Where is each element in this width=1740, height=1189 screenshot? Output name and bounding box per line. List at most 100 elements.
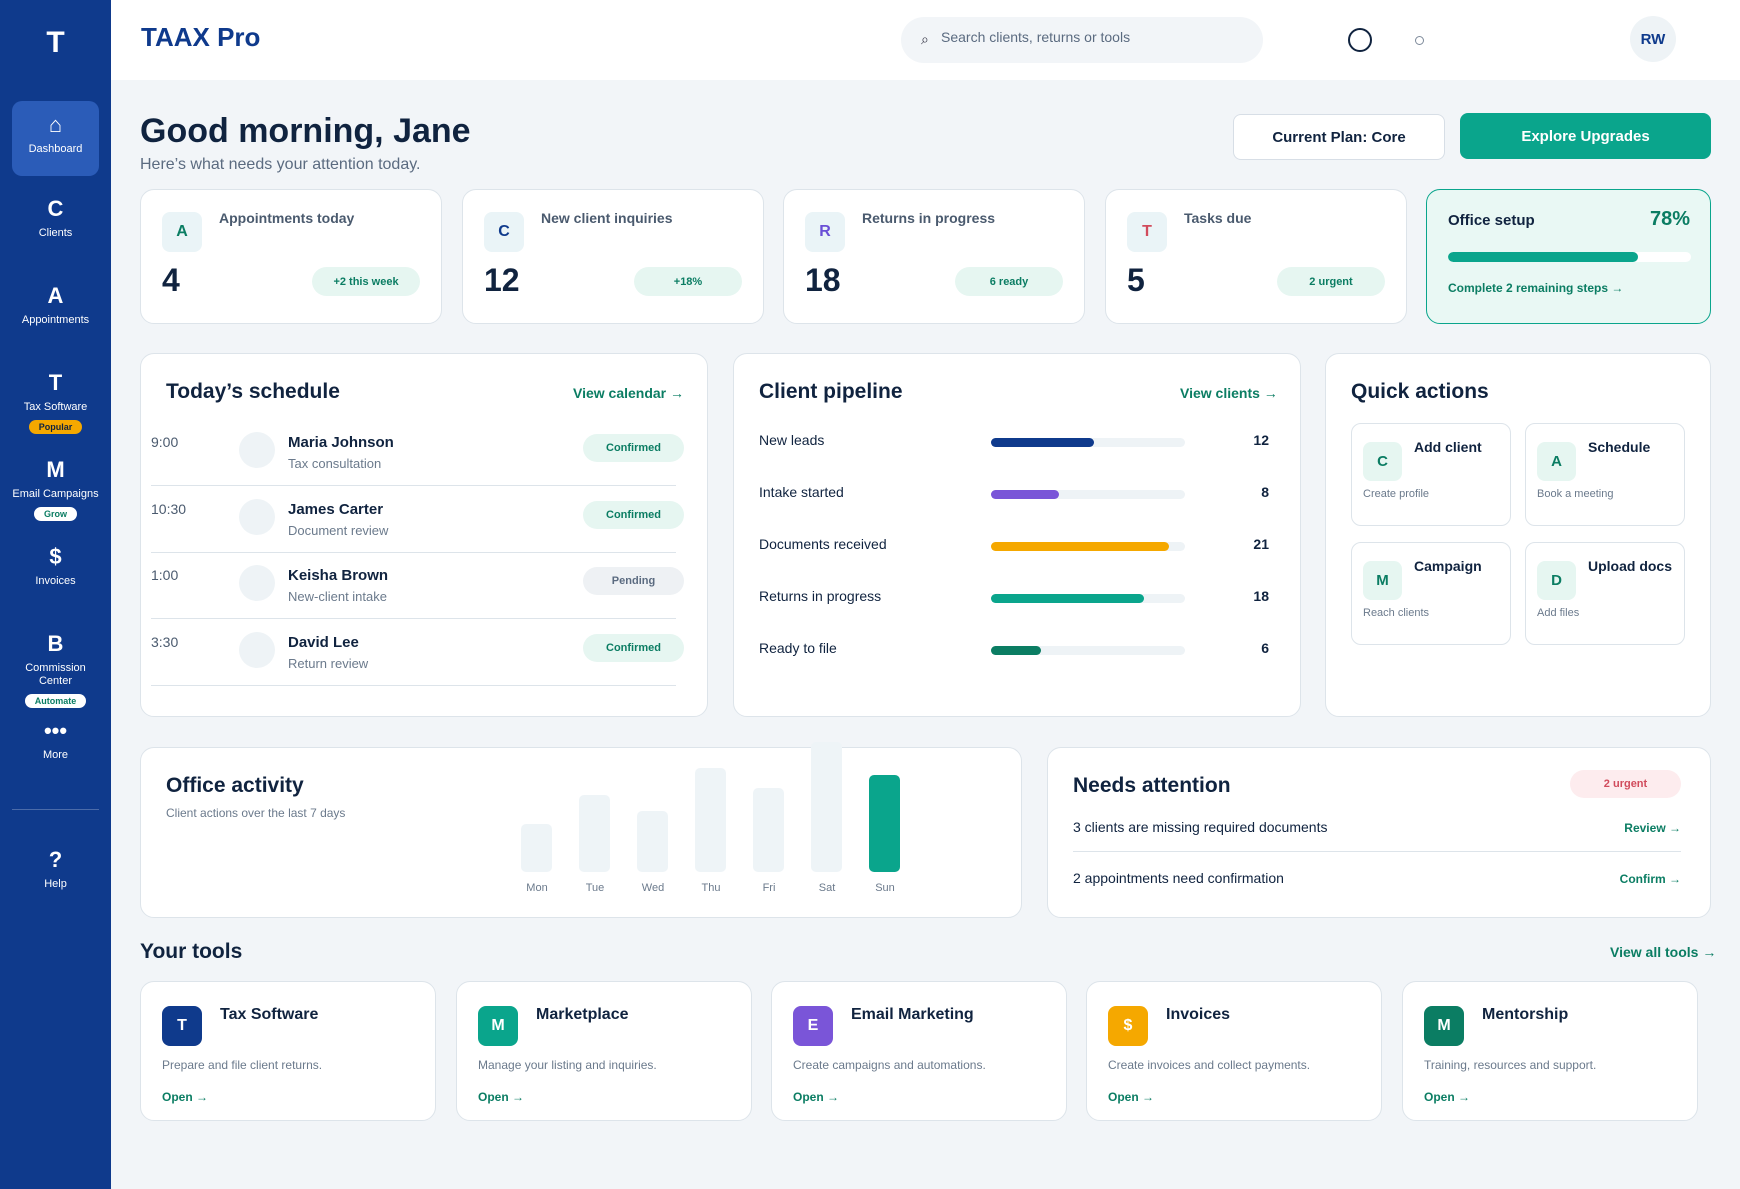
tool-description: Manage your listing and inquiries.	[478, 1058, 657, 1072]
mentorship-icon: M	[1424, 1006, 1464, 1046]
sidebar-item-email-campaigns[interactable]: M Email Campaigns Grow	[12, 458, 99, 522]
open-link[interactable]: Open →	[1108, 1090, 1155, 1104]
view-calendar-link[interactable]: View calendar →	[573, 385, 685, 401]
campaign-action[interactable]: M Campaign Reach clients	[1351, 542, 1511, 645]
tool-card-tax-software[interactable]: T Tax Software Prepare and file client r…	[140, 981, 436, 1121]
attention-text: 3 clients are missing required documents	[1073, 819, 1328, 835]
tool-card-marketplace[interactable]: M Marketplace Manage your listing and in…	[456, 981, 752, 1121]
review-link[interactable]: Review →	[1624, 821, 1681, 835]
sidebar-item-label: Clients	[38, 227, 73, 239]
pipeline-row[interactable]: Ready to file 6	[759, 640, 1269, 664]
tool-card-invoices[interactable]: $ Invoices Create invoices and collect p…	[1086, 981, 1382, 1121]
stat-card-inquiries[interactable]: C New client inquiries 12 +18%	[462, 189, 764, 324]
schedule-row[interactable]: 3:30 David Lee Return review Confirmed	[151, 620, 684, 686]
schedule-action[interactable]: A Schedule Book a meeting	[1525, 423, 1685, 526]
pipeline-row[interactable]: Returns in progress 18	[759, 588, 1269, 612]
add-client-action[interactable]: C Add client Create profile	[1351, 423, 1511, 526]
activity-day-label: Mon	[526, 882, 548, 894]
page-title: Good morning, Jane	[140, 112, 471, 150]
tool-description: Prepare and file client returns.	[162, 1058, 323, 1072]
activity-day-label: Fri	[762, 882, 776, 894]
avatar	[239, 432, 275, 468]
complete-steps-link[interactable]: Complete 2 remaining steps →	[1448, 281, 1624, 295]
open-link[interactable]: Open →	[1424, 1090, 1471, 1104]
pipeline-bar-fill	[991, 542, 1170, 551]
stat-card-tasks[interactable]: T Tasks due 5 2 urgent	[1105, 189, 1407, 324]
notification-icon[interactable]	[1348, 28, 1372, 52]
schedule-row[interactable]: 1:00 Keisha Brown New-client intake Pend…	[151, 553, 684, 619]
sidebar-item-invoices[interactable]: $ Invoices	[12, 545, 99, 588]
status-dot-icon[interactable]	[1415, 36, 1424, 45]
open-link[interactable]: Open →	[162, 1090, 209, 1104]
activity-day-label: Wed	[641, 882, 665, 894]
stat-card-appointments[interactable]: A Appointments today 4 +2 this week	[140, 189, 442, 324]
sidebar-item-clients[interactable]: C Clients	[12, 197, 99, 240]
sidebar-item-more[interactable]: ••• More	[12, 719, 99, 762]
sidebar-item-help[interactable]: ? Help	[12, 848, 99, 891]
pipeline-stage-label: Returns in progress	[759, 588, 882, 604]
open-link[interactable]: Open →	[478, 1090, 525, 1104]
sidebar-item-label: Invoices	[35, 575, 76, 587]
add-client-icon: C	[1363, 442, 1402, 481]
action-title: Schedule	[1588, 439, 1651, 455]
tax-software-icon: T	[48, 370, 63, 395]
attention-item: 3 clients are missing required documents…	[1073, 819, 1681, 865]
status-badge: Confirmed	[583, 434, 684, 462]
pipeline-count: 6	[1261, 640, 1269, 656]
sidebar-item-commission-center[interactable]: B Commission Center Automate	[12, 632, 99, 709]
urgent-badge: 2 urgent	[1570, 770, 1681, 798]
sidebar-item-dashboard[interactable]: ⌂ Dashboard	[12, 101, 99, 176]
sidebar-item-tax-software[interactable]: T Tax Software Popular	[12, 371, 99, 435]
pipeline-row[interactable]: Documents received 21	[759, 536, 1269, 560]
commission-icon: B	[47, 631, 64, 656]
tool-card-mentorship[interactable]: M Mentorship Training, resources and sup…	[1402, 981, 1698, 1121]
search-input[interactable]	[941, 29, 1241, 45]
sidebar-item-label: Tax Software	[23, 401, 88, 413]
office-setup-title: Office setup	[1448, 212, 1535, 229]
client-name: Maria Johnson	[288, 434, 394, 451]
current-plan-button[interactable]: Current Plan: Core	[1233, 114, 1445, 160]
stat-badge: 2 urgent	[1277, 267, 1385, 296]
action-description: Create profile	[1363, 488, 1430, 500]
status-badge: Confirmed	[583, 501, 684, 529]
stat-label: Tasks due	[1184, 210, 1252, 226]
confirm-link[interactable]: Confirm →	[1619, 872, 1681, 886]
appointment-type: Document review	[288, 523, 389, 538]
action-title: Upload docs	[1588, 558, 1673, 574]
divider	[1073, 851, 1681, 852]
avatar	[239, 632, 275, 668]
stat-value: 4	[162, 262, 180, 298]
stat-badge: +2 this week	[312, 267, 420, 296]
sidebar-item-appointments[interactable]: A Appointments	[12, 284, 99, 327]
schedule-row[interactable]: 9:00 Maria Johnson Tax consultation Conf…	[151, 420, 684, 486]
search-box[interactable]: ⌕	[901, 17, 1263, 63]
schedule-card: Today’s schedule View calendar → 9:00 Ma…	[140, 353, 708, 717]
upload-docs-action[interactable]: D Upload docs Add files	[1525, 542, 1685, 645]
stat-card-returns[interactable]: R Returns in progress 18 6 ready	[783, 189, 1085, 324]
sidebar-item-label: Email Campaigns	[12, 488, 99, 500]
explore-upgrades-button[interactable]: Explore Upgrades	[1460, 113, 1711, 159]
pipeline-row[interactable]: Intake started 8	[759, 484, 1269, 508]
pipeline-bar	[991, 490, 1185, 499]
pipeline-title: Client pipeline	[759, 380, 903, 403]
view-all-tools-link[interactable]: View all tools →	[1610, 944, 1717, 960]
schedule-row[interactable]: 10:30 James Carter Document review Confi…	[151, 487, 684, 553]
automate-badge: Automate	[24, 694, 87, 708]
pipeline-stage-label: Ready to file	[759, 640, 837, 656]
pipeline-stage-label: New leads	[759, 432, 825, 448]
pipeline-row[interactable]: New leads 12	[759, 432, 1269, 456]
view-clients-link[interactable]: View clients →	[1180, 385, 1278, 401]
pipeline-count: 8	[1261, 484, 1269, 500]
action-description: Reach clients	[1363, 607, 1430, 619]
avatar[interactable]: RW	[1630, 16, 1676, 62]
pipeline-count: 12	[1253, 432, 1269, 448]
stat-value: 12	[484, 262, 520, 298]
home-icon: ⌂	[48, 112, 63, 137]
grow-badge: Grow	[33, 507, 77, 521]
pipeline-bar-fill	[991, 490, 1059, 499]
tool-card-email-marketing[interactable]: E Email Marketing Create campaigns and a…	[771, 981, 1067, 1121]
office-setup-card[interactable]: Office setup 78% Complete 2 remaining st…	[1426, 189, 1711, 324]
open-link[interactable]: Open →	[793, 1090, 840, 1104]
sidebar: T ⌂ Dashboard C Clients A Appointments T…	[0, 0, 111, 1189]
pipeline-count: 18	[1253, 588, 1269, 604]
